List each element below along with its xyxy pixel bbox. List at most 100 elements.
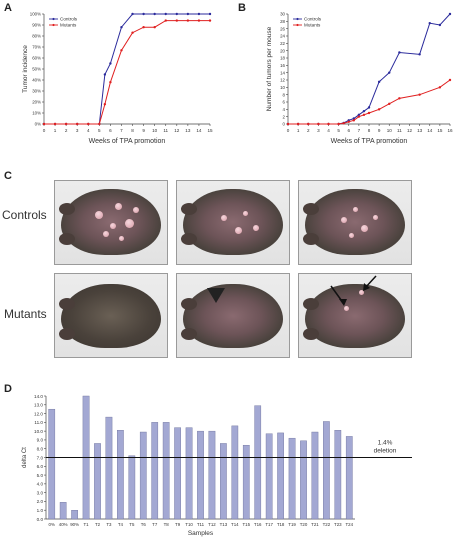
data-point-mutants <box>197 19 201 22</box>
data-point-controls <box>164 12 167 16</box>
data-point-mutants <box>317 122 320 126</box>
x-tick-label: 6 <box>347 128 350 133</box>
data-point-mutants <box>357 115 361 118</box>
photo-control-1 <box>54 180 168 265</box>
bar <box>323 421 330 520</box>
data-point-mutants <box>438 86 442 89</box>
x-tick-label: T8 <box>164 522 170 527</box>
photo-control-3 <box>298 180 412 265</box>
bar <box>48 408 56 520</box>
x-tick-label: 12 <box>407 128 413 133</box>
bar <box>208 430 216 520</box>
y-tick-label: 60% <box>32 56 41 61</box>
x-tick-label: T19 <box>288 522 296 527</box>
x-tick-label: T4 <box>118 522 124 527</box>
y-tick-label: 90% <box>32 23 41 28</box>
data-point-controls <box>418 53 421 56</box>
x-tick-label: T17 <box>265 522 273 527</box>
tumor <box>373 215 378 220</box>
x-tick-label: T9 <box>175 522 181 527</box>
panel-letter-c: C <box>4 170 12 182</box>
data-point-mutants <box>42 122 46 126</box>
x-tick-label: T16 <box>254 522 262 527</box>
y-tick-label: 3.0 <box>37 490 44 495</box>
y-tick-label: 0 <box>283 122 286 127</box>
data-point-mutants <box>186 19 190 22</box>
x-tick-label: 10 <box>387 128 393 133</box>
panel-letter-d: D <box>4 383 12 395</box>
data-point-controls <box>448 12 452 16</box>
data-point-mutants <box>286 122 290 126</box>
x-tick-label: T23 <box>334 522 342 527</box>
data-point-controls <box>186 12 190 16</box>
series-line-mutants <box>288 79 451 125</box>
legend-label: Controls <box>60 17 78 22</box>
bar <box>334 430 342 520</box>
x-tick-label: T7 <box>152 522 158 527</box>
data-point-mutants <box>448 78 452 82</box>
legend-marker <box>296 17 299 21</box>
x-tick-label: 13 <box>417 128 423 133</box>
tumor-incidence-chart: 0 1 2 3 4 5 6 7 8 9 10 11 12 13 14 150%10%20%30%40%50%6… <box>22 12 213 145</box>
x-tick-label: 2 <box>307 128 310 133</box>
y-tick-label: 14.0 <box>34 394 43 399</box>
x-tick-label: T3 <box>106 522 112 527</box>
data-point-controls <box>428 21 431 25</box>
y-tick-label: 14 <box>280 70 285 75</box>
y-tick-label: 5.0 <box>37 473 44 478</box>
data-point-controls <box>131 12 134 16</box>
tumor <box>349 233 354 238</box>
y-tick-label: 9.0 <box>37 438 44 443</box>
bar <box>197 430 204 520</box>
tumors-per-mouse-chart: 0 1 2 3 4 5 6 7 8 9 10 11 12 13 14 15 160246810121416182… <box>266 12 453 145</box>
y-axis-label: Number of tumors per mouse <box>266 26 273 111</box>
arrow-marker <box>330 285 347 306</box>
x-tick-label: 90% <box>70 522 79 527</box>
bar <box>162 422 170 520</box>
x-tick-label: 15 <box>207 128 213 133</box>
x-tick-label: 7 <box>120 128 123 133</box>
legend-marker <box>52 17 55 21</box>
data-point-controls <box>103 73 107 76</box>
legend-label: Mutants <box>60 23 77 28</box>
data-point-mutants <box>377 108 381 111</box>
data-point-mutants <box>307 122 310 126</box>
bar <box>265 433 273 520</box>
y-tick-label: 80% <box>32 34 41 39</box>
bar <box>71 510 78 520</box>
data-point-controls <box>208 12 212 16</box>
tumor <box>103 231 109 237</box>
x-tick-label: 4 <box>327 128 330 133</box>
arrow-marker <box>363 275 377 291</box>
y-tick-label: 8.0 <box>37 447 44 452</box>
bar <box>59 502 67 520</box>
x-tick-label: 5 <box>337 128 340 133</box>
arrowhead-marker <box>207 288 225 303</box>
y-tick-label: 11.0 <box>34 420 43 425</box>
x-tick-label: 3 <box>76 128 79 133</box>
data-point-mutants <box>362 113 366 117</box>
y-tick-label: 10.0 <box>34 429 43 434</box>
data-point-controls <box>362 109 366 113</box>
tumor <box>221 215 227 221</box>
x-tick-label: T11 <box>197 522 205 527</box>
bar <box>231 425 239 520</box>
data-point-mutants <box>131 31 134 34</box>
data-point-controls <box>388 71 391 74</box>
y-tick-label: 0.0 <box>37 517 44 522</box>
data-point-controls <box>153 12 156 16</box>
bar <box>105 416 113 520</box>
x-tick-label: 14 <box>427 128 433 133</box>
legend-marker <box>296 23 299 27</box>
data-point-mutants <box>64 122 68 126</box>
x-tick-label: T15 <box>242 522 250 527</box>
bar <box>220 443 227 520</box>
y-tick-label: 30% <box>32 89 41 94</box>
tumor <box>125 219 134 228</box>
x-tick-label: 8 <box>131 128 134 133</box>
y-tick-label: 12.0 <box>34 411 43 416</box>
data-point-mutants <box>98 122 101 126</box>
x-tick-label: 0 <box>43 128 46 133</box>
y-tick-label: 7.0 <box>37 455 44 460</box>
panel-letter-a: A <box>4 2 12 14</box>
